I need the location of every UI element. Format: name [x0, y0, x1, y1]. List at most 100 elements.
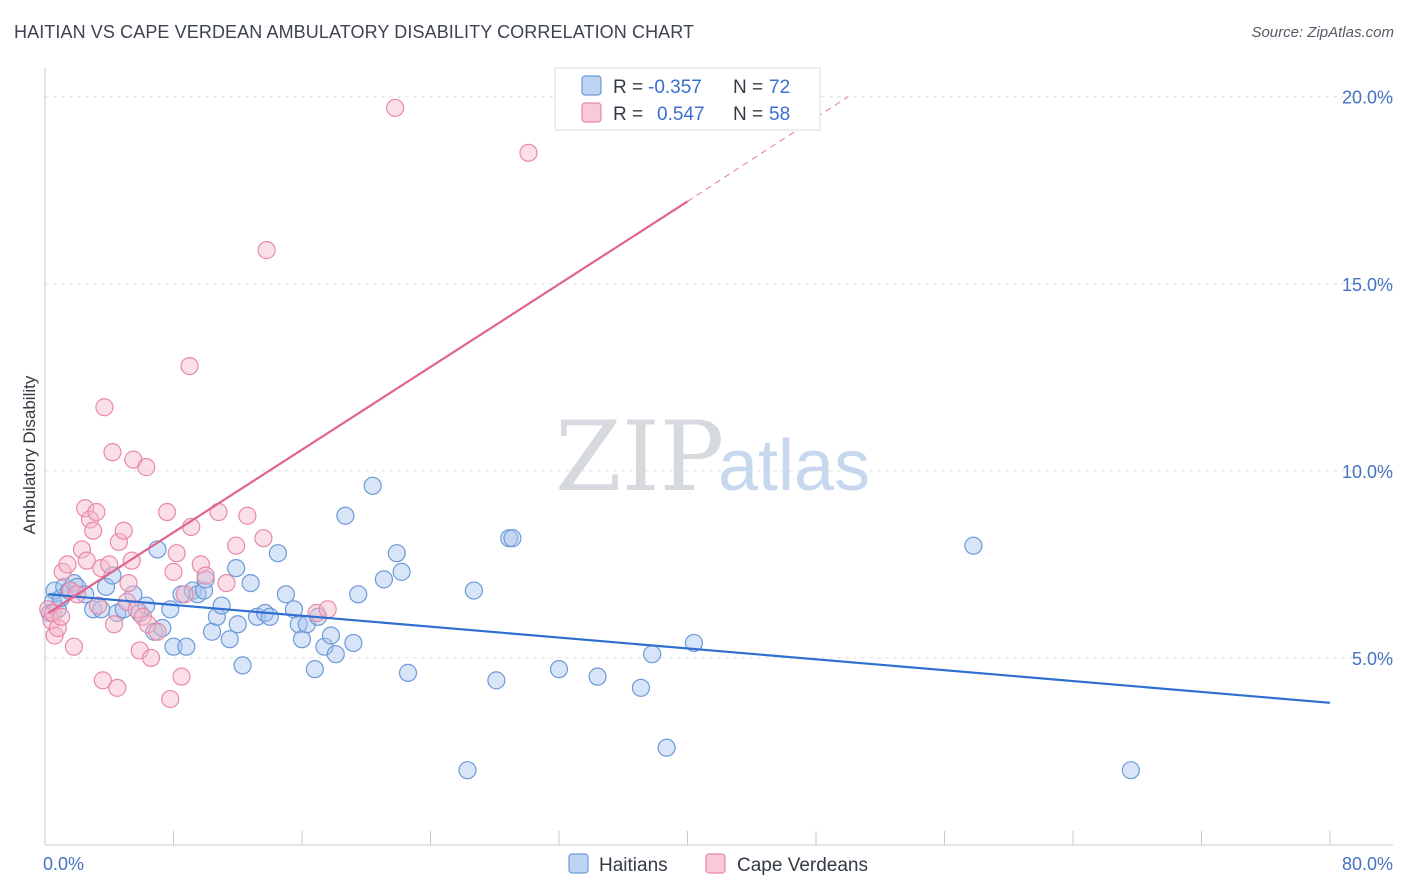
- haitians-n-value: 72: [769, 77, 790, 98]
- cape-verdeans-trend-line: [47, 200, 689, 614]
- cape-verdeans-point: [104, 615, 124, 634]
- haitians-point: [336, 506, 355, 525]
- cape-verdeans-trend-extension: [687, 96, 849, 202]
- y-tick-label: 15.0%: [1342, 275, 1393, 295]
- chart-title: HAITIAN VS CAPE VERDEAN AMBULATORY DISAB…: [14, 22, 695, 42]
- haitians-points: [40, 476, 1140, 780]
- cape-verdeans-n-value: 58: [769, 104, 790, 125]
- cape-verdeans-point: [167, 544, 186, 563]
- legend-cape-verdeans-label: Cape Verdeans: [737, 855, 868, 876]
- cape-verdeans-point: [76, 499, 95, 518]
- haitians-point: [588, 667, 607, 686]
- cape-verdeans-points: [39, 98, 538, 709]
- cape-verdeans-point: [519, 143, 538, 162]
- haitians-n-label: N =: [733, 77, 763, 98]
- haitians-point: [276, 585, 296, 604]
- haitians-point: [227, 559, 246, 578]
- cape-verdeans-point: [88, 596, 108, 615]
- cape-verdeans-point: [257, 241, 276, 260]
- cape-verdeans-point: [227, 536, 246, 555]
- haitians-point: [374, 570, 394, 589]
- haitians-r-value: -0.357: [648, 77, 702, 98]
- cape-verdeans-n-label: N =: [733, 104, 763, 125]
- cape-verdeans-point: [172, 667, 191, 686]
- haitians-legend-swatch: [581, 75, 602, 96]
- haitians-point: [177, 637, 196, 656]
- cape-verdeans-point: [93, 671, 112, 690]
- cape-verdeans-point: [108, 678, 127, 697]
- legend-haitians-label: Haitians: [599, 855, 668, 876]
- haitians-point: [631, 678, 651, 697]
- cape-verdeans-point: [164, 562, 183, 581]
- haitians-point: [305, 660, 324, 679]
- cape-verdeans-point: [64, 637, 84, 656]
- haitians-point: [344, 633, 363, 653]
- haitians-point: [458, 761, 477, 780]
- cape-verdeans-point: [137, 458, 156, 477]
- haitians-point: [503, 529, 522, 548]
- watermark-zip: ZIP: [555, 401, 724, 513]
- haitians-point: [228, 615, 247, 634]
- haitians-point: [164, 637, 183, 656]
- x-tick-labels: 0.0% 80.0%: [43, 854, 1393, 874]
- haitians-point: [398, 663, 418, 682]
- haitians-point: [387, 544, 406, 563]
- haitians-point: [392, 562, 411, 581]
- haitians-point: [487, 671, 506, 690]
- cape-verdeans-point: [114, 521, 133, 540]
- cape-verdeans-point: [161, 689, 180, 709]
- stats-legend: R = -0.357 N = 72 R = 0.547 N = 58: [554, 67, 821, 131]
- legend-cape-verdeans-swatch: [705, 853, 726, 874]
- haitians-trend-line: [48, 593, 1331, 704]
- cape-verdeans-point: [119, 573, 138, 593]
- cape-verdeans-point: [191, 555, 210, 574]
- cape-verdeans-point: [254, 529, 273, 548]
- cape-verdeans-point: [157, 502, 177, 522]
- haitians-point: [326, 645, 345, 664]
- haitians-point: [220, 630, 239, 649]
- y-tick-label: 20.0%: [1342, 88, 1393, 108]
- y-tick-label: 5.0%: [1352, 649, 1393, 669]
- cape-verdeans-point: [386, 98, 405, 118]
- haitians-point: [321, 626, 341, 645]
- cape-verdeans-point: [175, 585, 194, 604]
- cape-verdeans-point: [141, 648, 161, 668]
- x-tick-label: 80.0%: [1342, 854, 1393, 874]
- haitians-point: [241, 573, 260, 593]
- haitians-point: [260, 607, 279, 626]
- haitians-point: [549, 660, 569, 679]
- haitians-point: [643, 645, 662, 664]
- cape-verdeans-point: [51, 607, 71, 626]
- cape-verdeans-point: [72, 540, 92, 559]
- cape-verdeans-point: [238, 506, 257, 525]
- haitians-point: [124, 585, 143, 604]
- y-tick-label: 10.0%: [1342, 462, 1393, 482]
- cape-verdeans-point: [77, 551, 96, 570]
- cape-verdeans-point: [138, 615, 157, 634]
- haitians-point: [194, 581, 214, 600]
- haitians-point: [964, 536, 983, 555]
- source-label: Source: ZipAtlas.com: [1251, 24, 1394, 41]
- watermark-atlas: atlas: [718, 426, 870, 506]
- cape-verdeans-point: [217, 573, 236, 593]
- cape-verdeans-point: [84, 521, 103, 540]
- haitians-point: [233, 656, 252, 675]
- haitians-point: [363, 476, 382, 495]
- cape-verdeans-legend-swatch: [581, 102, 602, 123]
- cape-verdeans-point: [87, 502, 106, 522]
- cape-verdeans-point: [48, 618, 67, 638]
- cape-verdeans-point: [180, 356, 199, 376]
- haitians-point: [684, 633, 704, 653]
- watermark: ZIP atlas: [555, 401, 870, 513]
- series-legend: Haitians Cape Verdeans: [568, 853, 868, 876]
- cape-verdeans-point: [58, 555, 77, 574]
- axes: [44, 68, 1393, 846]
- legend-haitians-swatch: [568, 853, 589, 874]
- haitians-point: [657, 738, 676, 757]
- cape-verdeans-point: [148, 622, 167, 641]
- cape-verdeans-point: [109, 532, 128, 552]
- haitians-point: [464, 581, 483, 600]
- cape-verdeans-point: [95, 398, 114, 417]
- cape-verdeans-point: [196, 566, 215, 585]
